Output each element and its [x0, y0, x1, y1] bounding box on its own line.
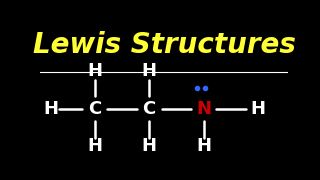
- Text: H: H: [142, 137, 156, 155]
- Text: H: H: [44, 100, 59, 118]
- Text: H: H: [142, 62, 156, 80]
- Text: H: H: [87, 62, 102, 80]
- Text: N: N: [196, 100, 211, 118]
- Text: H: H: [251, 100, 266, 118]
- Text: H: H: [196, 137, 211, 155]
- Text: C: C: [88, 100, 101, 118]
- Text: H: H: [87, 137, 102, 155]
- Text: C: C: [142, 100, 156, 118]
- Text: Lewis Structures: Lewis Structures: [33, 31, 295, 59]
